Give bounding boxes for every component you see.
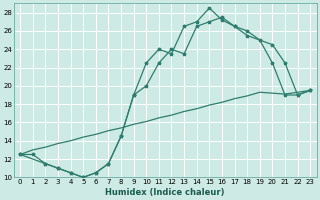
X-axis label: Humidex (Indice chaleur): Humidex (Indice chaleur) [106, 188, 225, 197]
